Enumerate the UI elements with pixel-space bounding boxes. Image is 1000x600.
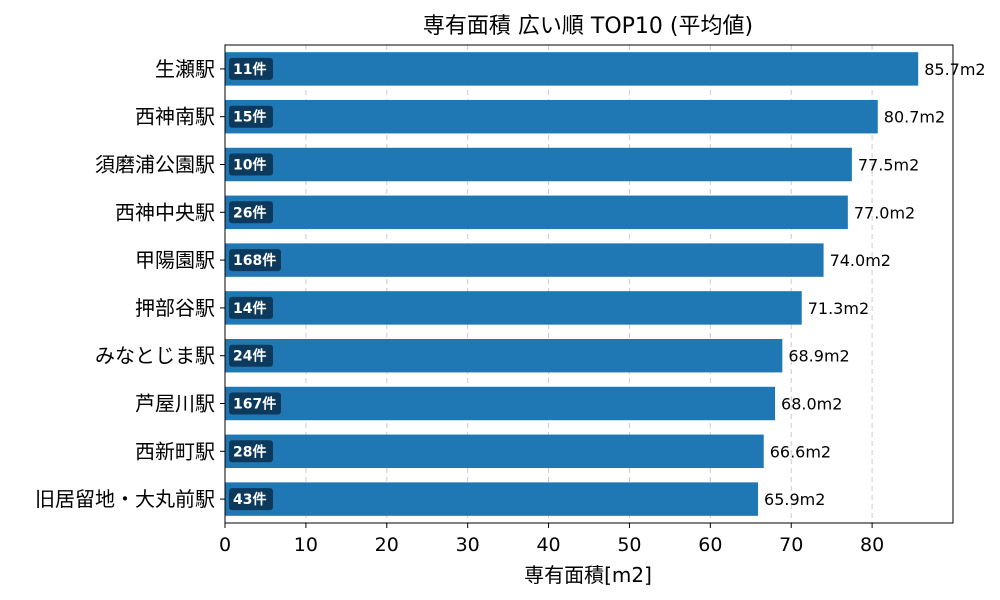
count-label: 168件	[233, 252, 276, 269]
x-tick-label: 40	[536, 534, 560, 556]
count-label: 24件	[233, 348, 266, 365]
count-badge	[229, 249, 281, 272]
y-tick-label: 甲陽園駅	[135, 248, 215, 272]
y-tick-label: 押部谷駅	[135, 296, 215, 320]
bar	[225, 434, 764, 469]
value-label: 68.0m2	[781, 395, 842, 414]
bar	[225, 243, 824, 277]
bar	[225, 99, 878, 134]
y-tick-label: みなとじま駅	[95, 344, 215, 368]
count-badge	[229, 105, 273, 128]
count-label: 43件	[233, 491, 266, 508]
x-tick-label: 20	[375, 534, 399, 556]
count-badge	[229, 153, 273, 176]
count-label: 11件	[233, 61, 266, 78]
x-tick-label: 30	[456, 534, 480, 556]
x-axis-label: 専有面積[m2]	[524, 563, 652, 587]
value-label: 68.9m2	[788, 347, 849, 366]
count-label: 167件	[233, 396, 276, 413]
x-tick-label: 70	[779, 534, 803, 556]
value-label: 66.6m2	[770, 442, 831, 461]
value-label: 77.0m2	[854, 203, 915, 222]
bar	[225, 291, 802, 325]
y-tick-label: 西神南駅	[135, 105, 215, 129]
value-label: 71.3m2	[808, 299, 869, 318]
y-axis: 生瀬駅西神南駅須磨浦公園駅西神中央駅甲陽園駅押部谷駅みなとじま駅芦屋川駅西新町駅…	[35, 57, 225, 511]
count-label: 14件	[233, 300, 266, 317]
count-badge	[229, 201, 273, 224]
count-badge	[229, 392, 281, 415]
bar	[225, 147, 852, 182]
y-tick-label: 須磨浦公園駅	[95, 153, 215, 177]
bar	[225, 195, 848, 230]
bar	[225, 386, 776, 421]
y-tick-label: 生瀬駅	[155, 57, 215, 81]
count-badge	[229, 344, 273, 367]
x-tick-label: 10	[294, 534, 318, 556]
count-badge	[229, 57, 273, 80]
x-tick-label: 0	[219, 534, 231, 556]
value-label: 80.7m2	[884, 108, 945, 127]
value-label: 65.9m2	[764, 490, 825, 509]
count-label: 15件	[233, 109, 266, 126]
x-tick-label: 60	[698, 534, 722, 556]
x-axis: 0 10 20 30 40 50 60 70 80	[219, 523, 884, 556]
x-tick-label: 50	[617, 534, 641, 556]
x-tick-label: 80	[860, 534, 884, 556]
count-badge	[229, 296, 273, 319]
value-label: 85.7m2	[924, 60, 985, 79]
y-tick-label: 西新町駅	[135, 439, 215, 463]
chart-title: 専有面積 広い順 TOP10 (平均値)	[423, 14, 753, 39]
y-tick-label: 芦屋川駅	[135, 392, 215, 416]
value-label: 77.5m2	[858, 156, 919, 175]
bar	[225, 338, 783, 373]
y-tick-label: 西神中央駅	[115, 200, 215, 224]
count-label: 10件	[233, 157, 266, 174]
y-tick-label: 旧居留地・大丸前駅	[35, 487, 215, 511]
bar	[225, 52, 919, 86]
plot-frame	[224, 44, 954, 524]
bar	[225, 482, 759, 516]
value-label: 74.0m2	[830, 251, 891, 270]
count-badge	[229, 440, 273, 463]
count-label: 26件	[233, 204, 266, 221]
bars: 11件 85.7m2 15件 80.7m2 10件 77.5m2 26件 77.0m2 168件…	[225, 52, 986, 516]
count-badge	[229, 488, 273, 511]
count-label: 28件	[233, 443, 266, 460]
